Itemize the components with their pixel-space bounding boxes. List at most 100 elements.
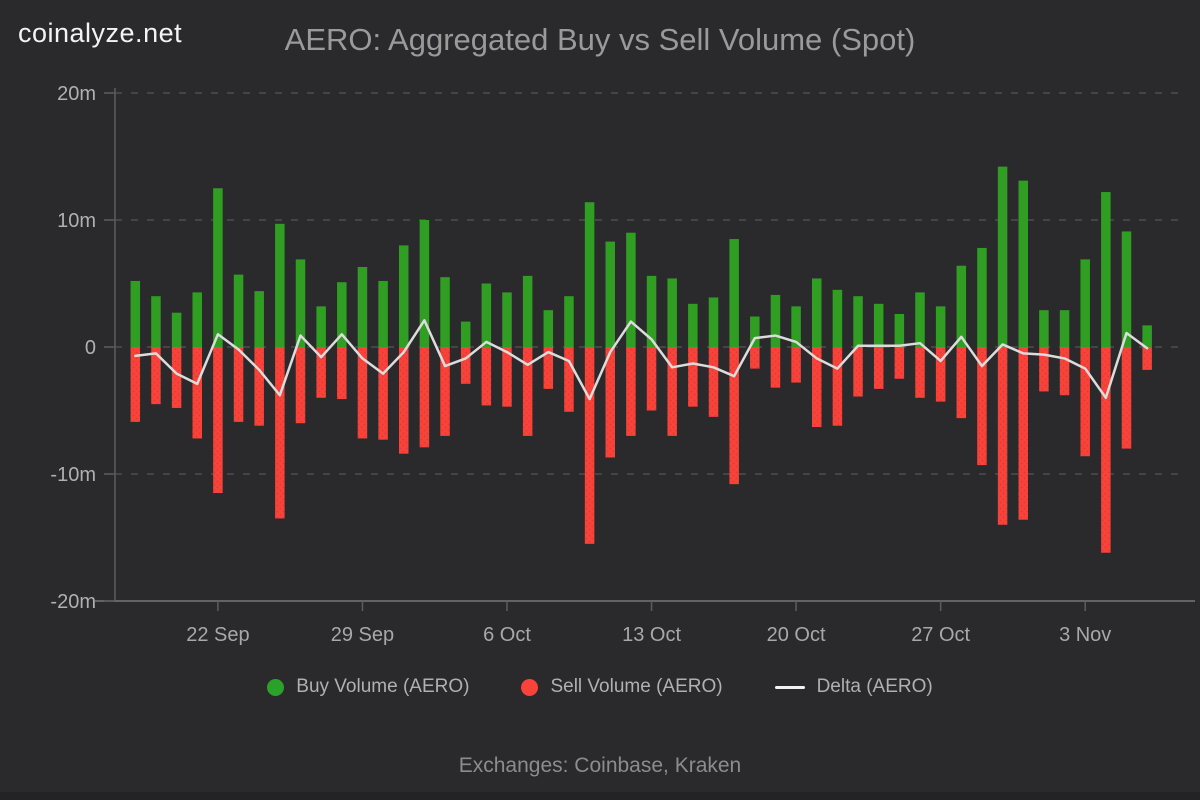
sell-bar[interactable] xyxy=(853,347,863,397)
buy-bar[interactable] xyxy=(894,313,905,347)
buy-bar[interactable] xyxy=(935,306,946,347)
buy-bar[interactable] xyxy=(275,223,285,347)
sell-bar[interactable] xyxy=(440,347,450,436)
volume-chart[interactable]: 20m 10m 0 -10m -20m 22 Sep 29 Sep 6 Oct 13 Oct 20… xyxy=(0,0,1200,655)
sell-bar[interactable] xyxy=(419,347,430,448)
buy-bar[interactable] xyxy=(750,316,760,347)
buy-bar[interactable] xyxy=(151,296,161,347)
sell-bar[interactable] xyxy=(254,347,264,426)
sell-bar[interactable] xyxy=(151,347,161,405)
sell-bar[interactable] xyxy=(791,347,801,383)
buy-bar[interactable] xyxy=(254,291,264,347)
sell-bar[interactable] xyxy=(688,347,698,407)
sell-bar[interactable] xyxy=(708,347,719,417)
buy-bar[interactable] xyxy=(564,296,574,347)
sell-bar[interactable] xyxy=(729,347,739,485)
sell-bar[interactable] xyxy=(873,347,884,389)
sell-bar[interactable] xyxy=(275,347,285,519)
buy-bar[interactable] xyxy=(832,289,843,347)
buy-bar[interactable] xyxy=(853,296,863,347)
sell-bar[interactable] xyxy=(894,347,905,379)
buy-bar[interactable] xyxy=(667,278,677,347)
buy-bar[interactable] xyxy=(502,292,512,347)
buy-bar[interactable] xyxy=(1121,231,1132,347)
sell-bar[interactable] xyxy=(543,347,554,389)
sell-bar[interactable] xyxy=(316,347,326,398)
sell-bar[interactable] xyxy=(481,347,492,406)
sell-bar[interactable] xyxy=(1059,347,1070,396)
buy-bar[interactable] xyxy=(399,245,409,347)
buy-bar[interactable] xyxy=(708,297,719,347)
buy-bar[interactable] xyxy=(1080,259,1090,347)
sell-bar[interactable] xyxy=(770,347,781,388)
buy-bar[interactable] xyxy=(192,292,203,347)
buy-bar[interactable] xyxy=(997,166,1008,347)
buy-bar[interactable] xyxy=(812,278,822,347)
sell-bar[interactable] xyxy=(295,347,306,424)
sell-bar[interactable] xyxy=(626,347,636,436)
sell-bar[interactable] xyxy=(1142,347,1152,370)
sell-bar[interactable] xyxy=(977,347,987,466)
sell-bar[interactable] xyxy=(337,347,347,400)
sell-bar[interactable] xyxy=(213,347,223,494)
buy-bar[interactable] xyxy=(1018,180,1029,347)
buy-bar[interactable] xyxy=(956,265,967,347)
delta-line[interactable] xyxy=(134,319,1149,401)
sell-bar[interactable] xyxy=(1018,347,1029,520)
sell-bar[interactable] xyxy=(378,347,388,440)
sell-bar[interactable] xyxy=(584,347,595,544)
buy-bar[interactable] xyxy=(1101,192,1111,347)
sell-bar[interactable] xyxy=(171,347,182,408)
buy-bar[interactable] xyxy=(213,188,223,347)
buy-bar[interactable] xyxy=(419,220,430,347)
buy-bar[interactable] xyxy=(688,303,698,347)
buy-bar[interactable] xyxy=(977,247,987,347)
buy-bar[interactable] xyxy=(605,241,616,347)
buy-bar[interactable] xyxy=(233,274,244,347)
legend-item-buy-volume[interactable]: Buy Volume (AERO) xyxy=(267,676,469,698)
buy-bar[interactable] xyxy=(1142,325,1152,347)
volume-chart-canvas[interactable]: 20m 10m 0 -10m -20m 22 Sep 29 Sep 6 Oct 13 Oct 20… xyxy=(0,0,1200,655)
sell-bar[interactable] xyxy=(130,347,141,422)
buy-bar[interactable] xyxy=(584,202,595,347)
sell-bar[interactable] xyxy=(1101,347,1111,553)
sell-bar[interactable] xyxy=(1080,347,1090,457)
sell-bar[interactable] xyxy=(997,347,1008,525)
sell-bar[interactable] xyxy=(1121,347,1132,449)
sell-bar[interactable] xyxy=(605,347,616,458)
sell-bar[interactable] xyxy=(192,347,203,439)
sell-bar[interactable] xyxy=(646,347,657,411)
sell-bar[interactable] xyxy=(935,347,946,402)
sell-bar[interactable] xyxy=(357,347,368,439)
sell-bar[interactable] xyxy=(832,347,843,426)
buy-bar[interactable] xyxy=(171,312,182,347)
buy-bar[interactable] xyxy=(130,280,141,347)
sell-bar[interactable] xyxy=(667,347,677,436)
sell-bar[interactable] xyxy=(956,347,967,419)
buy-bar[interactable] xyxy=(295,259,306,347)
buy-bar[interactable] xyxy=(770,294,781,347)
buy-bar[interactable] xyxy=(915,292,925,347)
buy-bar[interactable] xyxy=(646,275,657,347)
buy-bar[interactable] xyxy=(481,283,492,348)
buy-bar[interactable] xyxy=(357,266,368,347)
buy-bar[interactable] xyxy=(626,232,636,347)
sell-bar[interactable] xyxy=(502,347,512,407)
buy-bar[interactable] xyxy=(460,321,471,347)
buy-bar[interactable] xyxy=(873,303,884,347)
buy-bar[interactable] xyxy=(543,310,554,347)
buy-bar[interactable] xyxy=(337,282,347,347)
sell-bar[interactable] xyxy=(460,347,471,384)
buy-bar[interactable] xyxy=(316,306,326,347)
buy-bar[interactable] xyxy=(440,277,450,347)
sell-bar[interactable] xyxy=(915,347,925,398)
legend-item-delta[interactable]: Delta (AERO) xyxy=(774,676,933,698)
legend-item-sell-volume[interactable]: Sell Volume (AERO) xyxy=(521,676,723,698)
sell-bar[interactable] xyxy=(750,347,760,369)
buy-bar[interactable] xyxy=(1059,310,1070,347)
sell-bar[interactable] xyxy=(1039,347,1049,392)
buy-bar[interactable] xyxy=(522,275,533,347)
buy-bar[interactable] xyxy=(729,239,739,347)
sell-bar[interactable] xyxy=(233,347,244,422)
buy-bar[interactable] xyxy=(378,280,388,347)
